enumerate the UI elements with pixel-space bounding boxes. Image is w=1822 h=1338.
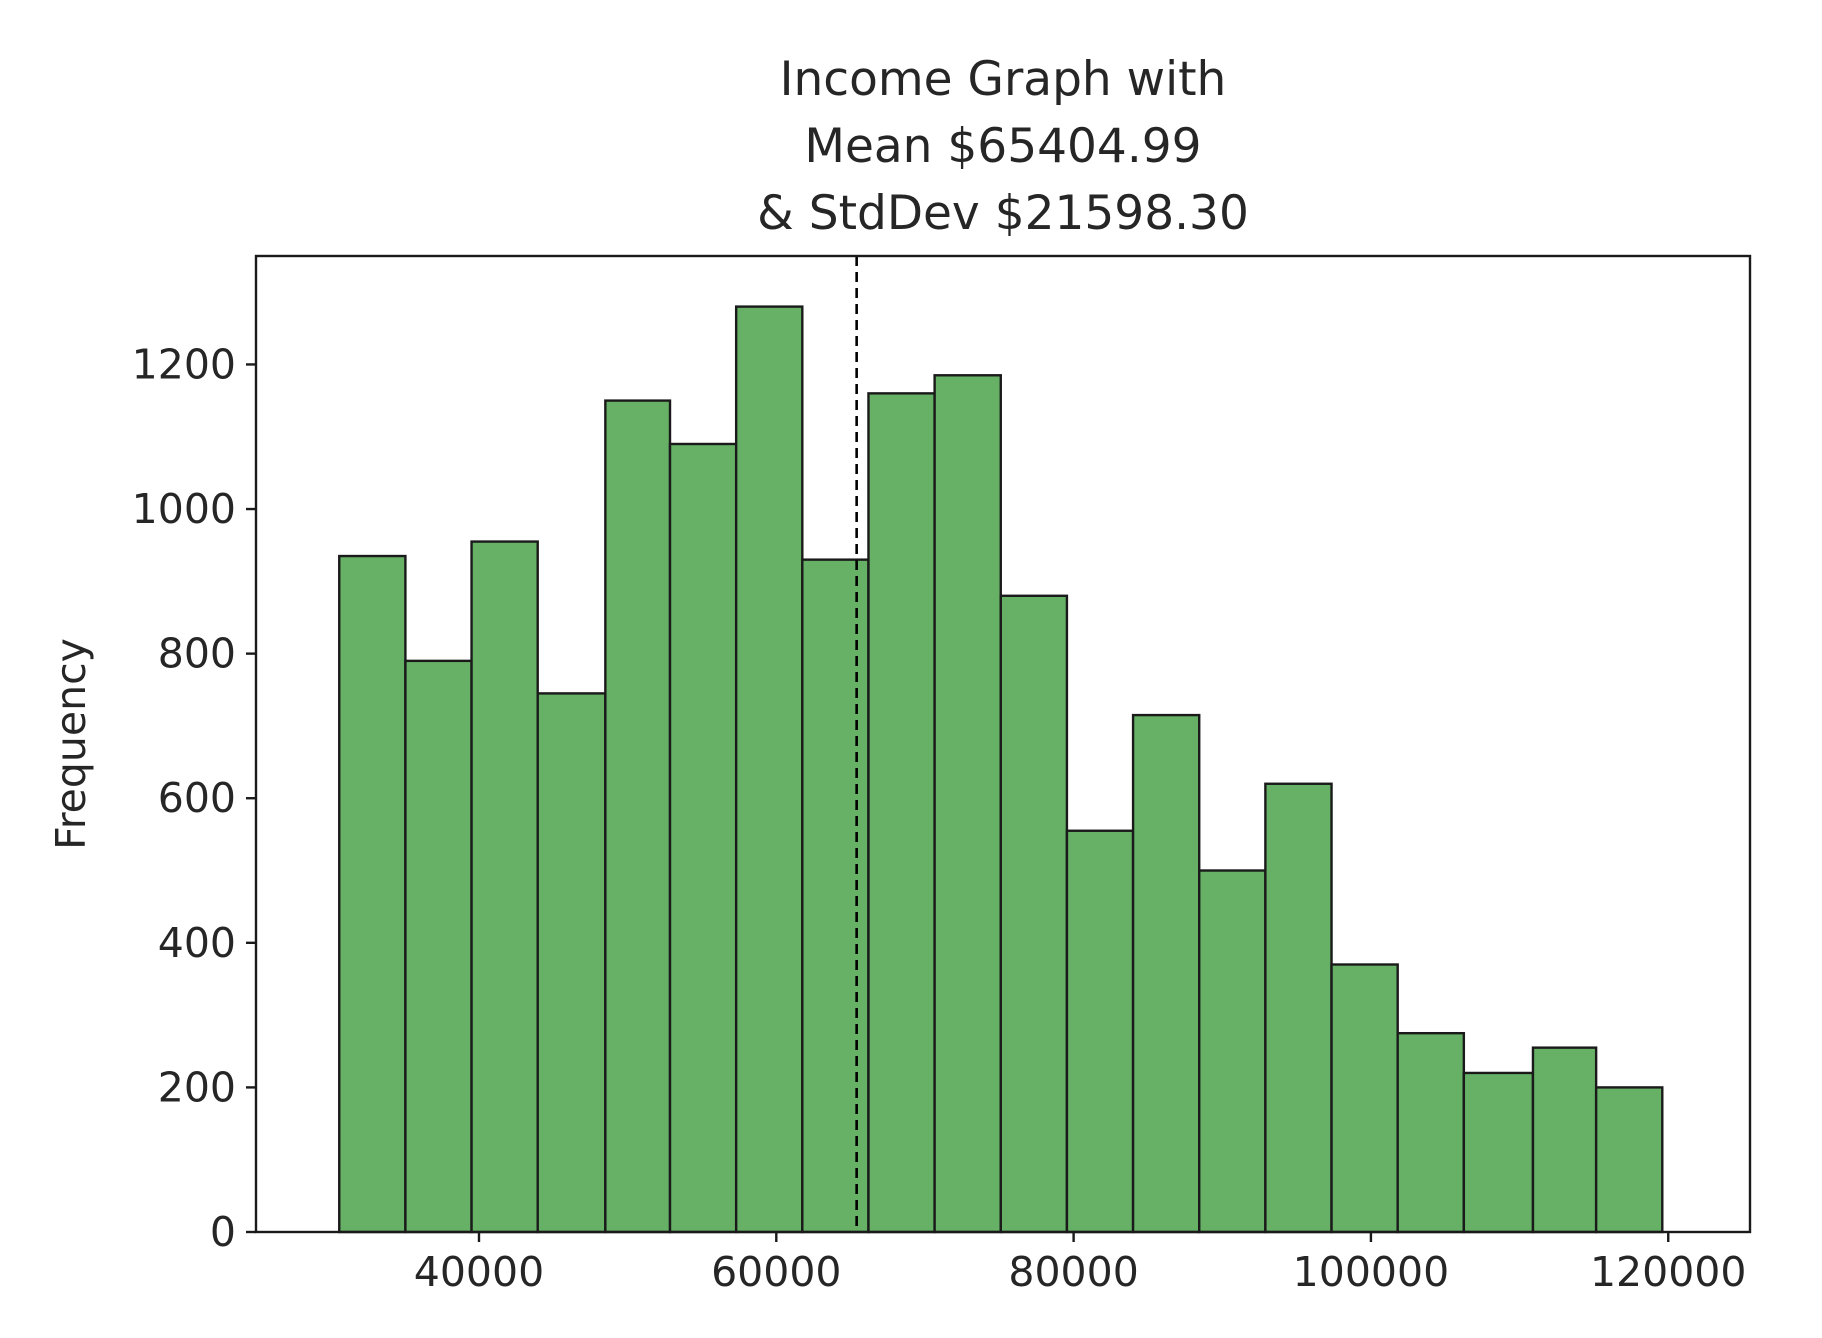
x-tick-label: 40000 (414, 1248, 544, 1296)
y-tick-label: 400 (158, 919, 236, 967)
histogram-bar-5 (604, 399, 672, 1234)
y-axis-label: Frequency (47, 638, 95, 850)
histogram-bar-9 (867, 392, 936, 1234)
x-tick-label: 60000 (711, 1248, 841, 1296)
histogram-bar-15 (1264, 782, 1333, 1234)
chart-title-line-3: & StdDev $21598.30 (757, 186, 1249, 241)
histogram-bar-17 (1396, 1031, 1466, 1234)
histogram-bar-8 (801, 558, 870, 1234)
y-axis-ticks: 0 200 400 600 800 1000 1200 (132, 340, 256, 1256)
chart-title: Income Graph with Mean $65404.99 & StdDev … (757, 52, 1249, 241)
histogram-bar-11 (999, 594, 1069, 1234)
histogram-bar-2 (404, 659, 473, 1234)
histogram-bar-10 (933, 374, 1002, 1234)
plot-frame (254, 254, 1752, 1234)
histogram-bar-16 (1330, 963, 1399, 1234)
histogram-bar-3 (470, 540, 539, 1234)
x-axis-ticks: 40000 60000 80000 100000 120000 (414, 1232, 1747, 1296)
histogram-bars (338, 305, 1664, 1234)
histogram-bar-6 (668, 442, 738, 1234)
histogram-bar-7 (734, 305, 804, 1234)
histogram-bar-18 (1462, 1071, 1535, 1234)
y-tick-label: 800 (158, 630, 236, 678)
x-tick-label: 120000 (1590, 1248, 1747, 1296)
y-tick-label: 0 (210, 1208, 236, 1256)
histogram-bar-1 (338, 554, 407, 1234)
y-tick-label: 600 (158, 774, 236, 822)
x-tick-label: 80000 (1008, 1248, 1138, 1296)
histogram-bar-20 (1594, 1086, 1664, 1234)
histogram-bar-12 (1065, 829, 1135, 1234)
histogram-bar-19 (1531, 1046, 1598, 1234)
y-tick-label: 200 (158, 1063, 236, 1111)
histogram-bar-14 (1198, 869, 1267, 1234)
histogram-bar-4 (536, 692, 607, 1234)
chart-title-line-1: Income Graph with (780, 52, 1227, 107)
y-tick-label: 1000 (132, 485, 236, 533)
histogram-bar-13 (1131, 713, 1201, 1234)
x-tick-label: 100000 (1293, 1248, 1450, 1296)
y-tick-label: 1200 (132, 340, 236, 388)
chart-title-line-2: Mean $65404.99 (804, 119, 1201, 174)
